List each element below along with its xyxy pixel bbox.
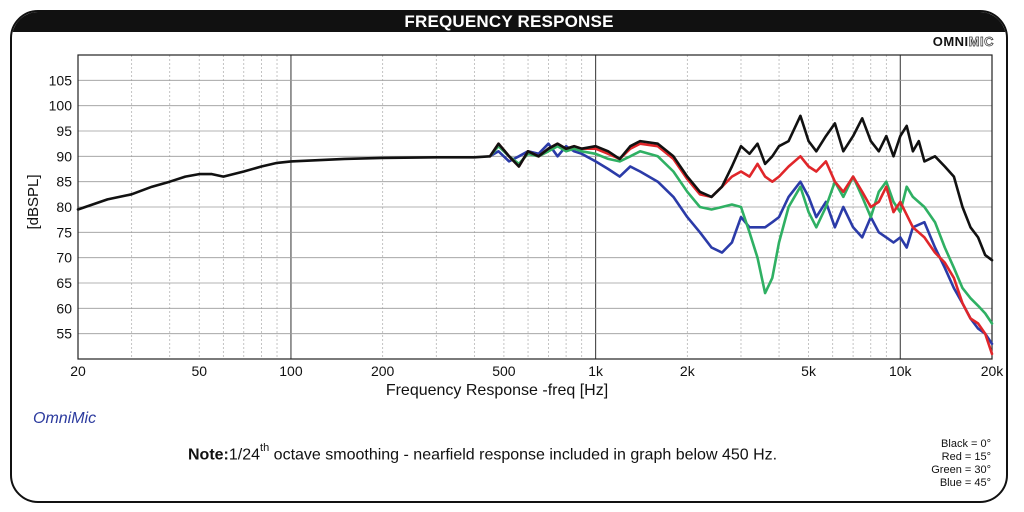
y-tick-label: 65 [56,275,72,291]
legend-entry-green: Green = 30° [931,464,991,476]
y-tick-label: 70 [56,250,72,266]
note-sup: th [260,442,270,454]
brand-part1: OMNI [932,34,969,49]
x-axis-label: Frequency Response -freq [Hz] [386,382,608,399]
chart-title: FREQUENCY RESPONSE [12,12,1006,32]
y-tick-label: 75 [56,224,72,240]
x-tick-label: 1k [588,363,604,379]
y-tick-label: 55 [56,326,72,342]
legend-entry-black: Black = 0° [941,438,991,450]
x-tick-label: 50 [191,363,207,379]
note-pre: 1/24 [228,446,261,464]
note-text: Note:1/24th octave smoothing - nearfield… [188,442,778,464]
x-tick-label: 5k [801,363,817,379]
y-tick-label: 85 [56,174,72,190]
x-tick-label: 500 [492,363,516,379]
x-tick-label: 20k [981,363,1005,379]
brand-logo: OMNIMIC [932,34,994,50]
legend: Black = 0° Red = 15° Green = 30° Blue = … [931,438,991,490]
x-tick-label: 100 [279,363,303,379]
y-tick-label: 100 [49,98,73,114]
legend-entry-red: Red = 15° [941,451,991,463]
y-axis-label: [dBSPL] [25,174,42,229]
y-tick-label: 80 [56,199,72,215]
x-tick-label: 20 [70,363,86,379]
app-name: OmniMic [33,410,97,427]
y-tick-label: 60 [56,300,72,316]
x-tick-label: 2k [680,363,696,379]
note-label: Note: [188,446,229,464]
note-post: octave smoothing - nearfield response in… [269,446,778,464]
x-tick-label: 10k [889,363,913,379]
x-tick-label: 200 [371,363,395,379]
brand-part2: MIC [968,34,994,50]
plot-border [77,54,993,360]
y-tick-label: 95 [56,123,72,139]
y-tick-label: 105 [49,72,73,88]
series-line-black-0deg [76,114,994,262]
y-tick-label: 90 [56,148,72,164]
series-line-green-30deg [488,144,994,325]
legend-entry-blue: Blue = 45° [939,477,991,489]
